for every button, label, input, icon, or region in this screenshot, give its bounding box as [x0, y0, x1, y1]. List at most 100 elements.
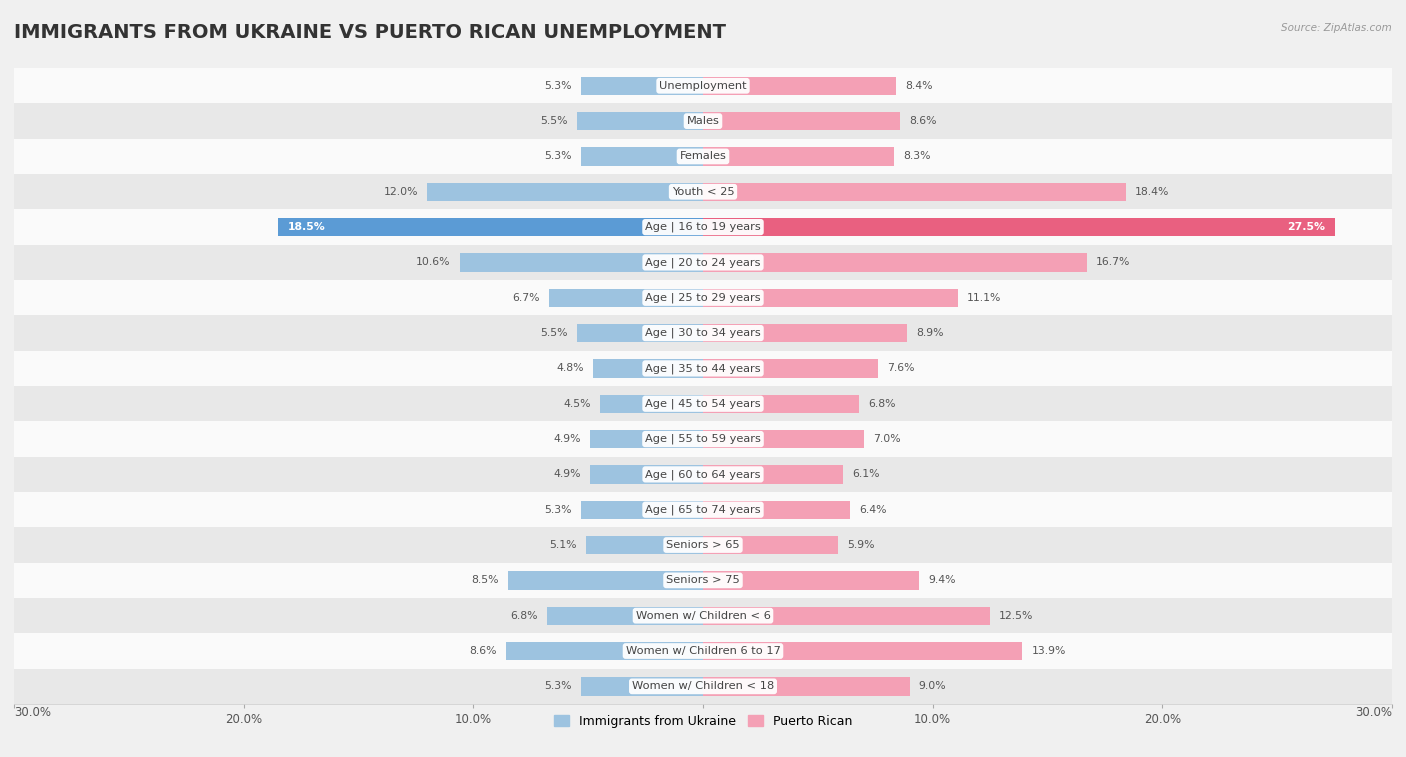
- Bar: [14, 528, 1392, 562]
- Text: 4.9%: 4.9%: [554, 469, 581, 479]
- Bar: [14, 280, 1392, 316]
- Bar: [581, 500, 703, 519]
- Text: Age | 45 to 54 years: Age | 45 to 54 years: [645, 398, 761, 409]
- Text: 6.8%: 6.8%: [869, 399, 896, 409]
- Bar: [581, 76, 703, 95]
- Text: 5.1%: 5.1%: [550, 540, 576, 550]
- Text: 8.6%: 8.6%: [468, 646, 496, 656]
- Text: 5.3%: 5.3%: [544, 81, 572, 91]
- Bar: [14, 562, 1392, 598]
- Bar: [14, 668, 1392, 704]
- Text: 6.4%: 6.4%: [859, 505, 887, 515]
- Text: IMMIGRANTS FROM UKRAINE VS PUERTO RICAN UNEMPLOYMENT: IMMIGRANTS FROM UKRAINE VS PUERTO RICAN …: [14, 23, 725, 42]
- Text: 8.3%: 8.3%: [903, 151, 931, 161]
- Text: 5.3%: 5.3%: [544, 681, 572, 691]
- Text: 4.5%: 4.5%: [562, 399, 591, 409]
- Text: Source: ZipAtlas.com: Source: ZipAtlas.com: [1281, 23, 1392, 33]
- Text: 5.5%: 5.5%: [540, 328, 568, 338]
- Bar: [703, 536, 838, 554]
- Text: 9.4%: 9.4%: [928, 575, 956, 585]
- Text: Age | 25 to 29 years: Age | 25 to 29 years: [645, 292, 761, 303]
- Bar: [14, 68, 1392, 104]
- Bar: [14, 245, 1392, 280]
- Bar: [14, 492, 1392, 528]
- Bar: [14, 386, 1392, 422]
- Text: 8.5%: 8.5%: [471, 575, 499, 585]
- Bar: [703, 360, 877, 378]
- Text: Women w/ Children < 6: Women w/ Children < 6: [636, 611, 770, 621]
- Text: 5.5%: 5.5%: [540, 116, 568, 126]
- Bar: [703, 678, 910, 696]
- Text: Age | 30 to 34 years: Age | 30 to 34 years: [645, 328, 761, 338]
- Text: Seniors > 65: Seniors > 65: [666, 540, 740, 550]
- Text: 4.9%: 4.9%: [554, 434, 581, 444]
- Bar: [703, 76, 896, 95]
- Bar: [703, 642, 1022, 660]
- Bar: [550, 288, 703, 307]
- Text: 6.1%: 6.1%: [852, 469, 880, 479]
- Text: 12.5%: 12.5%: [1000, 611, 1033, 621]
- Bar: [703, 606, 990, 625]
- Bar: [593, 360, 703, 378]
- Bar: [703, 254, 1087, 272]
- Text: 27.5%: 27.5%: [1288, 222, 1326, 232]
- Text: 7.6%: 7.6%: [887, 363, 914, 373]
- Bar: [581, 148, 703, 166]
- Bar: [703, 500, 851, 519]
- Text: 18.5%: 18.5%: [287, 222, 325, 232]
- Text: 18.4%: 18.4%: [1135, 187, 1170, 197]
- Bar: [703, 288, 957, 307]
- Bar: [460, 254, 703, 272]
- Bar: [14, 210, 1392, 245]
- Bar: [576, 112, 703, 130]
- Text: 4.8%: 4.8%: [557, 363, 583, 373]
- Bar: [703, 572, 920, 590]
- Bar: [576, 324, 703, 342]
- Bar: [14, 456, 1392, 492]
- Text: 5.3%: 5.3%: [544, 505, 572, 515]
- Text: 30.0%: 30.0%: [14, 706, 51, 719]
- Bar: [14, 350, 1392, 386]
- Bar: [591, 430, 703, 448]
- Bar: [14, 139, 1392, 174]
- Text: 8.9%: 8.9%: [917, 328, 943, 338]
- Bar: [703, 218, 1334, 236]
- Text: 11.1%: 11.1%: [967, 293, 1001, 303]
- Text: 5.3%: 5.3%: [544, 151, 572, 161]
- Text: 6.8%: 6.8%: [510, 611, 537, 621]
- Text: 6.7%: 6.7%: [512, 293, 540, 303]
- Bar: [703, 324, 907, 342]
- Bar: [703, 466, 844, 484]
- Bar: [14, 422, 1392, 456]
- Bar: [581, 678, 703, 696]
- Bar: [547, 606, 703, 625]
- Text: 8.4%: 8.4%: [905, 81, 932, 91]
- Text: 8.6%: 8.6%: [910, 116, 938, 126]
- Text: Women w/ Children < 18: Women w/ Children < 18: [631, 681, 775, 691]
- Bar: [14, 598, 1392, 634]
- Bar: [14, 316, 1392, 350]
- Bar: [703, 112, 900, 130]
- Text: Youth < 25: Youth < 25: [672, 187, 734, 197]
- Text: 5.9%: 5.9%: [848, 540, 875, 550]
- Text: 12.0%: 12.0%: [384, 187, 418, 197]
- Text: Age | 35 to 44 years: Age | 35 to 44 years: [645, 363, 761, 374]
- Text: 9.0%: 9.0%: [920, 681, 946, 691]
- Bar: [703, 394, 859, 413]
- Bar: [703, 182, 1126, 201]
- Bar: [599, 394, 703, 413]
- Legend: Immigrants from Ukraine, Puerto Rican: Immigrants from Ukraine, Puerto Rican: [548, 710, 858, 733]
- Bar: [427, 182, 703, 201]
- Text: 16.7%: 16.7%: [1095, 257, 1130, 267]
- Bar: [14, 634, 1392, 668]
- Text: 30.0%: 30.0%: [1355, 706, 1392, 719]
- Bar: [703, 148, 894, 166]
- Text: 10.6%: 10.6%: [416, 257, 450, 267]
- Text: Age | 65 to 74 years: Age | 65 to 74 years: [645, 504, 761, 515]
- Text: Unemployment: Unemployment: [659, 81, 747, 91]
- Bar: [506, 642, 703, 660]
- Text: Males: Males: [686, 116, 720, 126]
- Bar: [508, 572, 703, 590]
- Text: Females: Females: [679, 151, 727, 161]
- Text: 7.0%: 7.0%: [873, 434, 901, 444]
